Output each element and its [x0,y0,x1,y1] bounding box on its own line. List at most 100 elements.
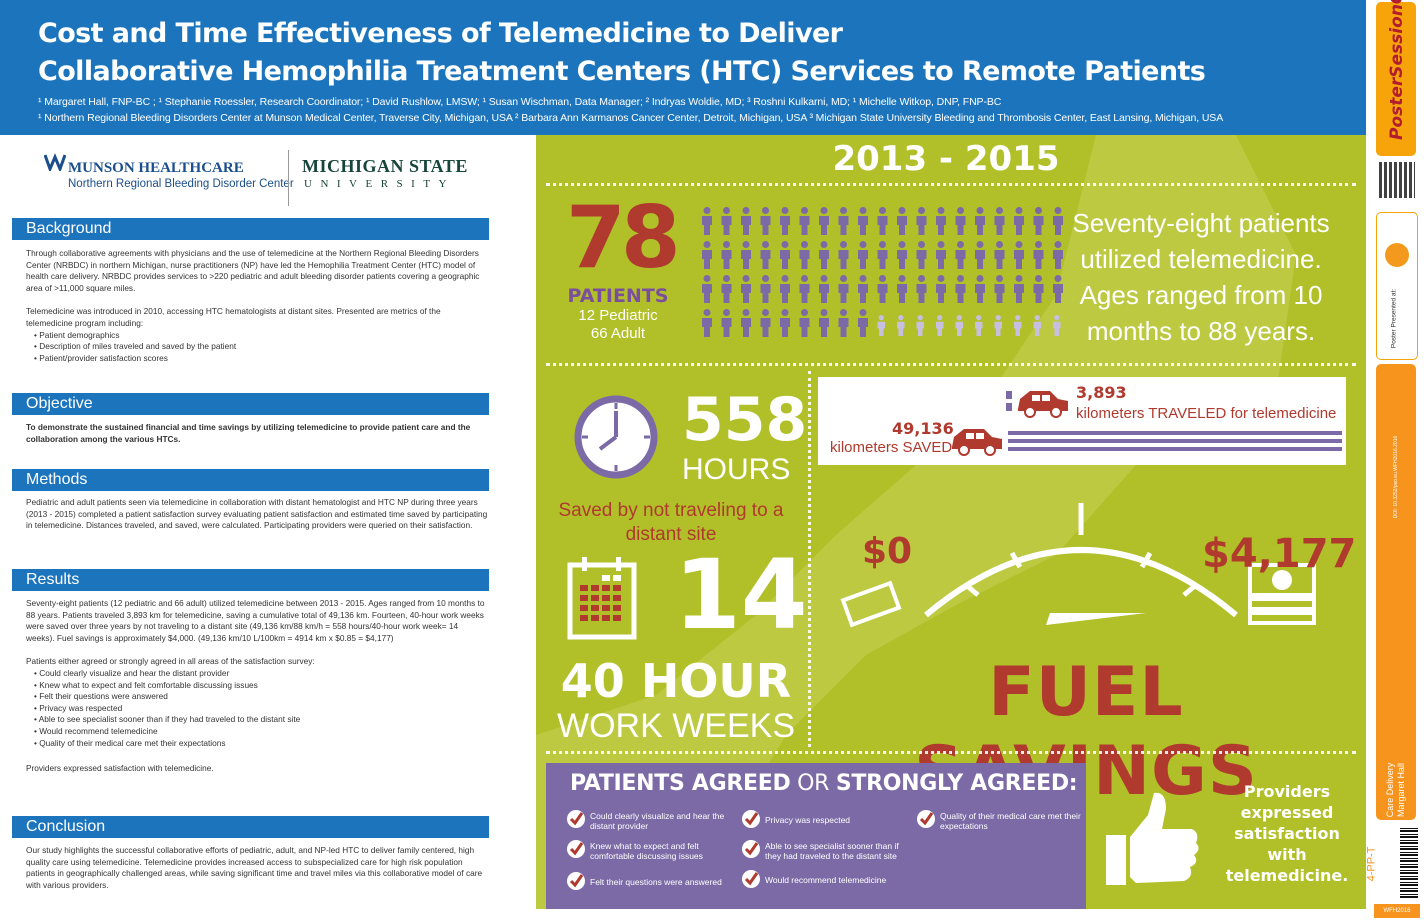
adult-patient-icon [760,309,771,337]
checkmark-icon [742,810,760,828]
adult-patient-icon [760,241,771,269]
pediatric-patient-icon [936,315,944,336]
adult-patient-icon [1033,207,1044,235]
poster-title-line2: Collaborative Hemophilia Treatment Cente… [38,56,1206,87]
calendar-icon [567,557,637,640]
conclusion-text: Our study highlights the successful coll… [26,845,483,890]
list-item: Felt their questions were answered [34,691,488,703]
adult-patient-icon [1053,275,1063,303]
agreement-title-or: OR [790,771,836,796]
logo-row: MUNSON HEALTHCARE Northern Regional Blee… [40,150,500,210]
pediatric-patient-icon [1053,315,1061,336]
adult-patient-icon [780,241,790,269]
adult-patient-icon [702,207,712,235]
affiliation-list: ¹ Northern Regional Bleeding Disorders C… [38,112,1224,124]
michigan-map-watermark [536,135,1296,909]
patient-pictogram [702,207,1063,337]
pediatric-patient-icon [1033,315,1041,336]
road-lines [1008,431,1342,451]
patients-label: PATIENTS [567,285,669,307]
adult-patient-icon [741,207,751,235]
adult-patient-icon [897,207,907,235]
adult-patient-icon [780,275,790,303]
adult-patient-icon [955,241,966,269]
category-label: Care Delivery [1385,762,1395,818]
checkmark-icon [567,840,585,858]
list-item: Quality of their medical care met their … [34,738,488,750]
background-bullets: Patient demographics Description of mile… [26,330,488,365]
list-item: Could clearly visualize and hear the dis… [34,668,488,680]
adult-patient-icon [721,241,732,269]
kilometers-panel: 3,893 kilometers TRAVELED for telemedici… [818,377,1346,465]
adult-patient-icon [1033,241,1044,269]
adult-patient-icon [955,275,966,303]
adult-patient-icon [858,275,868,303]
results-heading: Results [12,569,489,591]
agreement-title: PATIENTS AGREED OR STRONGLY AGREED: [570,771,1078,796]
adult-patient-icon [916,241,927,269]
checkmark-icon [567,810,585,828]
munson-logo-icon [44,153,66,171]
poster-sidebar: PosterSessionOnline.com Poster Presented… [1366,0,1424,921]
adult-patient-icon [858,241,868,269]
doi-label: DOI: 10.3252/pso.eu.WFH2016.2016 [1393,435,1399,519]
adult-patient-icon [741,309,751,337]
divider [546,183,1356,186]
adult-patient-icon [936,275,946,303]
adult-patient-icon [936,207,946,235]
adult-patient-icon [975,241,985,269]
logo-divider [288,150,289,206]
msu-subtitle: UNIVERSITY [304,178,455,190]
results-section: Seventy-eight patients (12 pediatric and… [26,598,488,775]
adult-patient-icon [955,207,966,235]
background-paragraph-2: Telemedicine was introduced in 2010, acc… [26,306,441,328]
list-item: Patient/provider satisfaction scores [34,353,488,365]
km-traveled-label: kilometers TRAVELED for telemedicine [1076,405,1337,422]
poster-session-online-badge[interactable]: PosterSessionOnline.com [1376,0,1416,156]
list-item: Knew what to expect and felt comfortable… [34,680,488,692]
adult-patient-icon [877,275,888,303]
adult-count: 66 Adult [590,325,646,342]
patients-summary: Seventy-eight patients utilized telemedi… [1072,208,1330,346]
pediatric-patient-icon [975,315,983,336]
results-paragraph-2: Patients either agreed or strongly agree… [26,656,315,667]
background-heading: Background [12,218,489,240]
hours-number: 558 [682,385,808,455]
adult-patient-icon [702,275,712,303]
adult-patient-icon [838,275,849,303]
providers-satisfaction: Providers expressed satisfaction with te… [1225,782,1349,885]
adult-patient-icon [799,207,810,235]
adult-patient-icon [975,275,985,303]
year-range: 2013 - 2015 [832,139,1060,179]
list-item: Patient demographics [34,330,488,342]
qr-code-icon[interactable] [1379,162,1415,198]
adult-patient-icon [760,275,771,303]
adult-patient-icon [838,241,849,269]
poster-header: Cost and Time Effectiveness of Telemedic… [0,0,1366,135]
adult-patient-icon [780,309,790,337]
barcode-icon [1400,826,1418,898]
adult-patient-icon [819,207,829,235]
msu-logo-text: MICHIGAN STATE [302,156,468,176]
km-saved-label: kilometers SAVED [830,439,953,456]
adult-patient-icon [975,207,985,235]
checkmark-icon [742,840,760,858]
adult-patient-icon [721,309,732,337]
adult-patient-icon [994,241,1005,269]
pediatric-patient-icon [877,315,885,336]
hours-label: HOURS [682,453,791,486]
poster-info-strip: DOI: 10.3252/pso.eu.WFH2016.2016 Care De… [1376,364,1416,820]
checkmark-icon [742,870,760,888]
adult-patient-icon [721,207,732,235]
objective-text: To demonstrate the sustained financial a… [26,422,471,444]
checkmark-icon [567,872,585,890]
methods-heading: Methods [12,469,489,491]
background-section: Through collaborative agreements with ph… [26,248,488,364]
agreement-panel: PATIENTS AGREED OR STRONGLY AGREED: Coul… [546,763,1086,909]
adult-patient-icon [702,241,712,269]
list-item: Privacy was respected [34,703,488,715]
pediatric-patient-icon [955,315,963,336]
poster-id-label: 4-PP-T [1365,846,1378,882]
poster-id: 4-PP-T [1365,846,1398,886]
pediatric-patient-icon [1014,315,1022,336]
